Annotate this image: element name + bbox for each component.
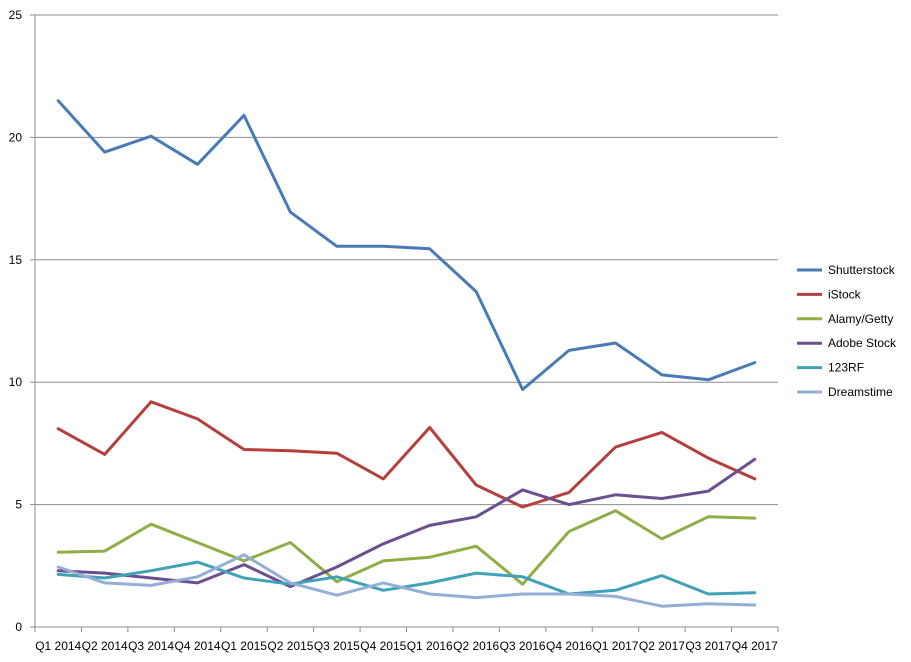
series-line-alamy-getty [56, 509, 757, 586]
x-tick-label: Q4 2015 [360, 639, 406, 653]
y-tick-label: 25 [9, 8, 23, 22]
x-tick-label: Q1 2015 [221, 639, 267, 653]
x-tick-label: Q4 2017 [732, 639, 778, 653]
y-tick-label: 10 [9, 375, 23, 389]
legend-label-123rf: 123RF [828, 361, 864, 375]
x-tick-label: Q4 2016 [546, 639, 592, 653]
x-tick-label: Q1 2016 [407, 639, 453, 653]
x-tick-label: Q2 2014 [82, 639, 128, 653]
y-tick-label: 5 [15, 498, 22, 512]
x-tick-label: Q3 2014 [128, 639, 174, 653]
series-line-shutterstock [56, 99, 757, 391]
x-tick-label: Q4 2014 [175, 639, 221, 653]
x-tick-label: Q3 2015 [314, 639, 360, 653]
x-tick-label: Q2 2016 [453, 639, 499, 653]
legend-label-shutterstock: Shutterstock [828, 263, 896, 277]
y-tick-label: 0 [15, 620, 22, 634]
series-line-dreamstime [56, 553, 757, 608]
x-tick-label: Q2 2015 [267, 639, 313, 653]
y-tick-label: 20 [9, 130, 23, 144]
series-line-istock [56, 400, 757, 509]
x-tick-label: Q3 2016 [500, 639, 546, 653]
x-tick-label: Q1 2014 [35, 639, 81, 653]
legend-label-adobe-stock: Adobe Stock [828, 336, 897, 350]
x-tick-label: Q2 2017 [639, 639, 685, 653]
x-tick-label: Q1 2017 [592, 639, 638, 653]
legend-label-dreamstime: Dreamstime [828, 385, 893, 399]
legend-label-alamy-getty: Alamy/Getty [828, 312, 893, 326]
x-tick-label: Q3 2017 [685, 639, 731, 653]
y-tick-label: 15 [9, 253, 23, 267]
series-line-123rf [56, 560, 757, 596]
legend-label-istock: iStock [828, 287, 862, 301]
